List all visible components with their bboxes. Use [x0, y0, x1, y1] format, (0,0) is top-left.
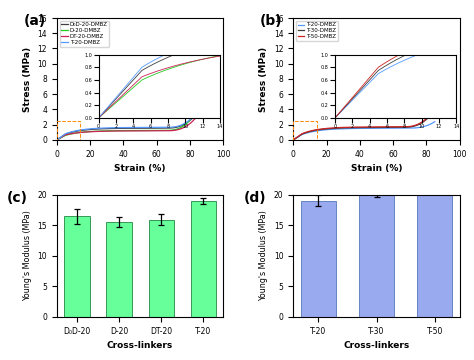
X-axis label: Strain (%): Strain (%) [114, 164, 166, 173]
D₀D-20-DMBZ [54, 138, 60, 142]
T-30-DMBZ [374, 125, 380, 130]
Text: (c): (c) [7, 191, 28, 205]
D-20-DMBZ [91, 129, 96, 134]
Legend: D₀D-20-DMBZ, D-20-DMBZ, DT-20-DMBZ, T-20-DMBZ: D₀D-20-DMBZ, D-20-DMBZ, DT-20-DMBZ, T-20… [60, 21, 109, 46]
T-20-DMBZ [196, 108, 201, 112]
T-30-DMBZ [327, 126, 333, 131]
Bar [417, 190, 452, 317]
DT-20-DMBZ [196, 112, 201, 117]
T-50-DMBZ [327, 126, 333, 130]
T-50-DMBZ [397, 125, 403, 129]
D-20-DMBZ [118, 129, 124, 133]
T-30-DMBZ [397, 125, 403, 130]
X-axis label: Cross-linkers: Cross-linkers [343, 341, 410, 350]
Line: T-20-DMBZ: T-20-DMBZ [57, 110, 199, 140]
T-50-DMBZ [385, 125, 391, 129]
Line: D-20-DMBZ: D-20-DMBZ [57, 107, 199, 140]
Y-axis label: Young's Modulus (MPa): Young's Modulus (MPa) [259, 210, 268, 301]
Bar [148, 220, 174, 317]
T-30-DMBZ [291, 138, 296, 142]
Bar [293, 121, 317, 140]
D₀D-20-DMBZ [196, 109, 201, 113]
Text: (a): (a) [24, 14, 46, 28]
Line: T-20-DMBZ: T-20-DMBZ [293, 122, 435, 140]
DT-20-DMBZ [118, 129, 124, 133]
D-20-DMBZ [148, 128, 154, 132]
T-30-DMBZ [432, 107, 438, 112]
D₀D-20-DMBZ [161, 126, 166, 130]
Y-axis label: Stress (MPa): Stress (MPa) [23, 46, 32, 112]
Bar [57, 121, 80, 140]
D₀D-20-DMBZ [148, 126, 154, 130]
Y-axis label: Stress (MPa): Stress (MPa) [259, 46, 268, 112]
T-30-DMBZ [355, 126, 360, 130]
D-20-DMBZ [137, 128, 143, 132]
Bar [64, 216, 90, 317]
DT-20-DMBZ [148, 129, 154, 133]
D-20-DMBZ [161, 128, 166, 132]
T-50-DMBZ [291, 138, 296, 142]
X-axis label: Cross-linkers: Cross-linkers [107, 341, 173, 350]
T-20-DMBZ [91, 126, 96, 131]
T-20-DMBZ [54, 138, 60, 142]
T-20-DMBZ [385, 126, 391, 130]
T-20-DMBZ [432, 120, 438, 124]
T-20-DMBZ [374, 126, 380, 130]
T-30-DMBZ [316, 128, 321, 132]
Y-axis label: Young's Modulus (MPa): Young's Modulus (MPa) [23, 210, 32, 301]
T-20-DMBZ [397, 126, 403, 130]
D-20-DMBZ [196, 104, 201, 109]
Bar [191, 201, 216, 317]
DT-20-DMBZ [54, 138, 60, 142]
Line: T-50-DMBZ: T-50-DMBZ [293, 108, 435, 140]
Text: (b): (b) [260, 14, 283, 28]
T-20-DMBZ [161, 125, 166, 130]
DT-20-DMBZ [137, 129, 143, 133]
Bar [359, 194, 394, 317]
T-20-DMBZ [79, 127, 85, 132]
D₀D-20-DMBZ [79, 128, 85, 132]
D₀D-20-DMBZ [91, 127, 96, 131]
D₀D-20-DMBZ [118, 126, 124, 131]
T-50-DMBZ [432, 106, 438, 110]
T-50-DMBZ [374, 125, 380, 129]
D-20-DMBZ [79, 130, 85, 134]
D-20-DMBZ [54, 138, 60, 142]
DT-20-DMBZ [79, 130, 85, 135]
Bar [301, 201, 336, 317]
T-50-DMBZ [355, 125, 360, 129]
Line: DT-20-DMBZ: DT-20-DMBZ [57, 114, 199, 140]
T-20-DMBZ [148, 125, 154, 130]
T-20-DMBZ [316, 129, 321, 133]
T-20-DMBZ [327, 127, 333, 132]
T-20-DMBZ [291, 138, 296, 142]
T-50-DMBZ [316, 127, 321, 131]
Legend: T-20-DMBZ, T-30-DMBZ, T-50-DMBZ: T-20-DMBZ, T-30-DMBZ, T-50-DMBZ [296, 21, 338, 41]
DT-20-DMBZ [161, 129, 166, 133]
T-20-DMBZ [137, 125, 143, 130]
T-30-DMBZ [385, 125, 391, 130]
Line: D₀D-20-DMBZ: D₀D-20-DMBZ [57, 111, 199, 140]
X-axis label: Strain (%): Strain (%) [351, 164, 402, 173]
T-20-DMBZ [355, 126, 360, 131]
Bar [107, 222, 132, 317]
Text: (d): (d) [243, 191, 266, 205]
Line: T-30-DMBZ: T-30-DMBZ [293, 109, 435, 140]
T-20-DMBZ [118, 125, 124, 130]
D₀D-20-DMBZ [137, 126, 143, 130]
DT-20-DMBZ [91, 130, 96, 134]
